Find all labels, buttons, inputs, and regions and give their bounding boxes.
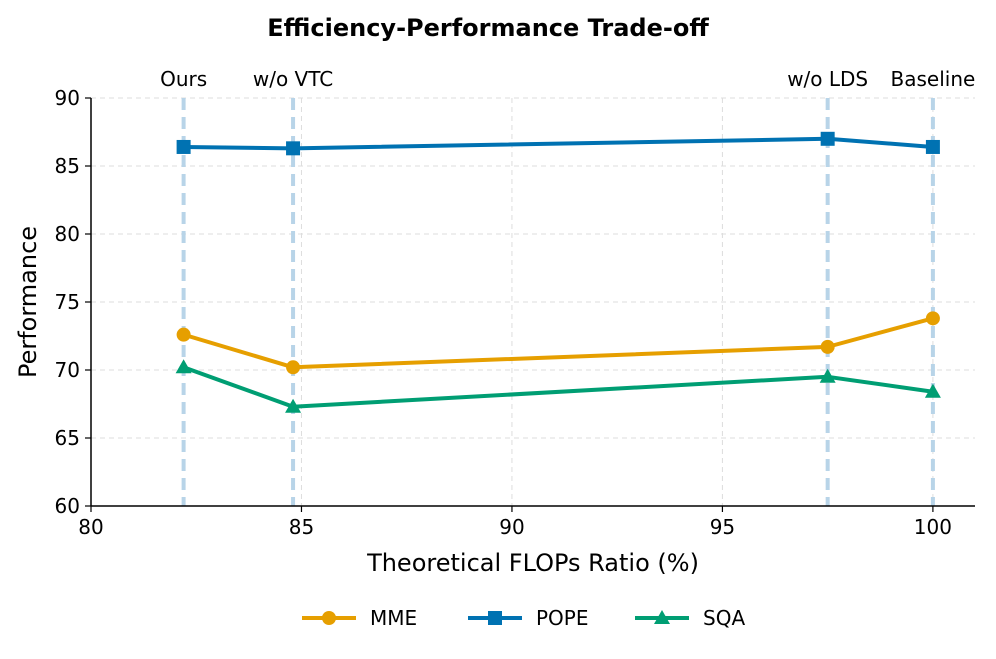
legend-label-pope: POPE (536, 606, 589, 630)
reference-label: w/o VTC (253, 67, 333, 91)
y-axis-label: Performance (14, 226, 42, 378)
data-point-pope (176, 139, 191, 154)
reference-label: w/o LDS (787, 67, 868, 91)
legend: MME POPE SQA (302, 606, 745, 630)
y-tick-label: 65 (55, 426, 80, 450)
series-line-mme (183, 316, 934, 370)
series-line-pope (183, 136, 934, 151)
y-tick-label: 90 (55, 86, 80, 110)
data-point-mme (286, 360, 301, 375)
data-point-sqa (175, 359, 192, 374)
x-tick-label: 90 (499, 515, 524, 539)
y-tick-label: 85 (55, 154, 80, 178)
x-tick-label: 100 (914, 515, 952, 539)
data-point-pope (820, 131, 835, 146)
data-point-sqa (924, 383, 941, 398)
y-tick-label: 75 (55, 290, 80, 314)
data-point-pope (925, 139, 940, 154)
data-point-mme (820, 339, 835, 354)
reference-label: Ours (160, 67, 207, 91)
grid (90, 97, 975, 507)
y-tick-label: 60 (55, 494, 80, 518)
legend-marker-pope (488, 611, 502, 625)
reference-lines: Ours w/o VTC w/o LDS Baseline (160, 67, 975, 506)
legend-label-mme: MME (370, 606, 417, 630)
chart-title: Efficiency-Performance Trade-off (267, 14, 709, 42)
x-axis-label: Theoretical FLOPs Ratio (%) (366, 549, 699, 577)
y-tick-label: 80 (55, 222, 80, 246)
data-point-mme (176, 327, 191, 342)
y-tick-label: 70 (55, 358, 80, 382)
reference-label: Baseline (891, 67, 976, 91)
data-point-mme (925, 311, 940, 326)
data-point-sqa (819, 368, 836, 383)
data-point-pope (286, 141, 301, 156)
legend-marker-sqa (654, 610, 670, 624)
axes: 80 85 90 95 100 60 65 70 75 80 85 90 (55, 86, 975, 539)
x-tick-label: 85 (289, 515, 314, 539)
legend-label-sqa: SQA (703, 606, 745, 630)
x-tick-label: 95 (710, 515, 735, 539)
series-line-sqa (182, 365, 934, 409)
x-tick-label: 80 (78, 515, 103, 539)
legend-marker-mme (322, 611, 336, 625)
data-point-sqa (285, 398, 302, 413)
series (175, 131, 941, 413)
